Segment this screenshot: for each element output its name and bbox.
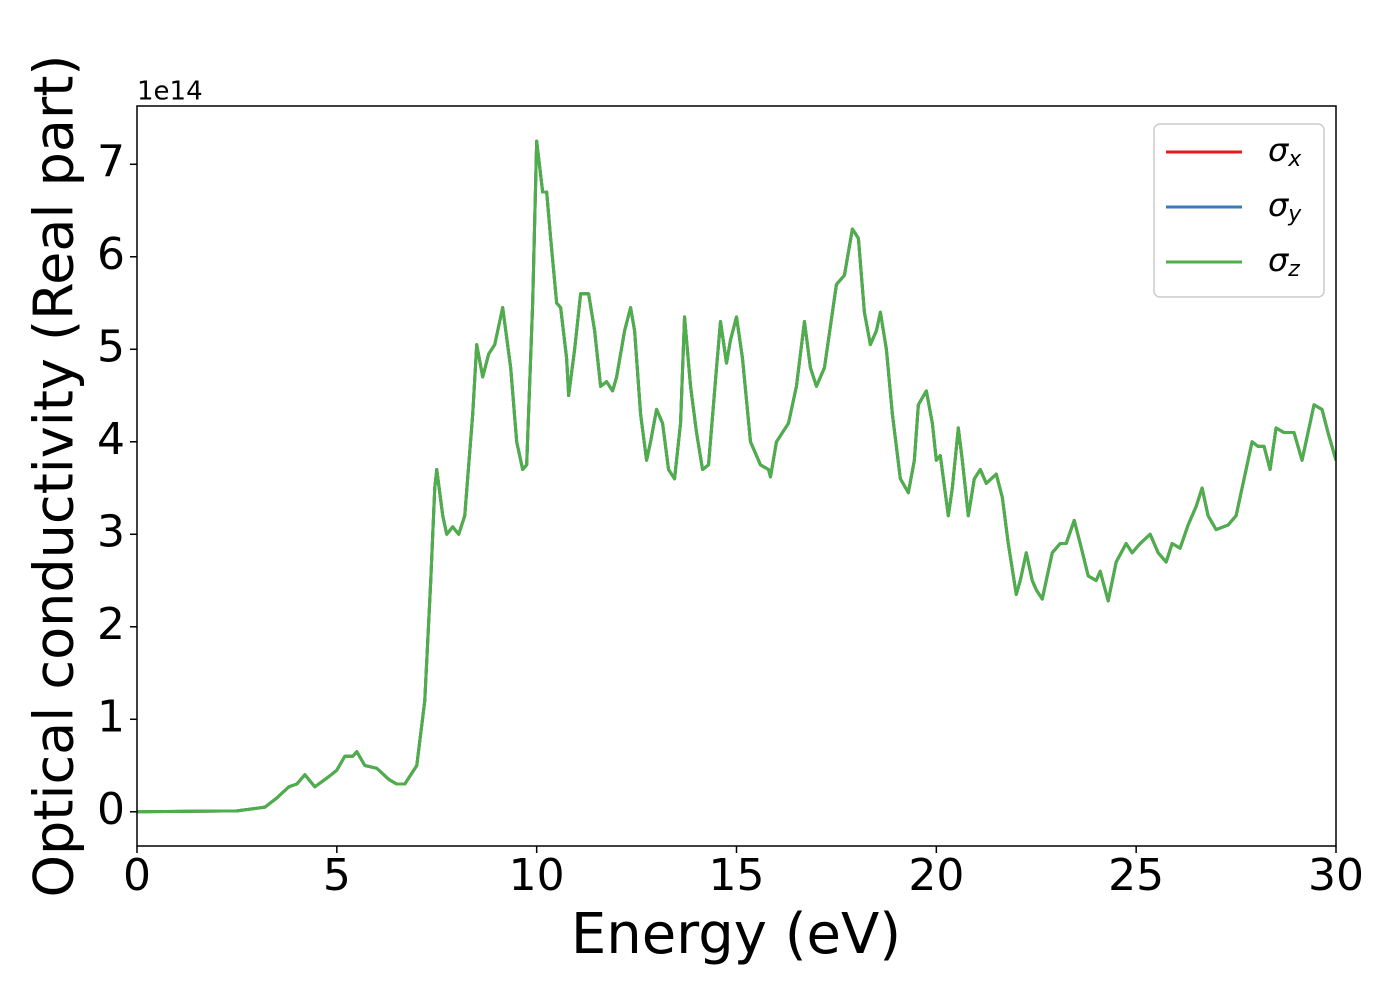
x-tick-label: 5 bbox=[323, 850, 351, 901]
legend-label: σx bbox=[1268, 131, 1302, 172]
y-tick-label: 2 bbox=[97, 599, 125, 650]
x-axis-label: Energy (eV) bbox=[571, 902, 901, 967]
x-tick-label: 10 bbox=[509, 850, 565, 901]
y-offset: 1e14 bbox=[137, 77, 203, 107]
y-tick-label: 1 bbox=[97, 691, 125, 742]
y-tick-label: 0 bbox=[97, 784, 125, 835]
x-tick-label: 0 bbox=[123, 850, 151, 901]
x-tick-label: 15 bbox=[709, 850, 765, 901]
y-tick-label: 6 bbox=[97, 229, 125, 280]
legend-box bbox=[1153, 123, 1325, 298]
x-tick-label: 25 bbox=[1108, 850, 1164, 901]
y-axis-label: Optical conductivity (Real part) bbox=[23, 55, 86, 898]
y-tick-label: 5 bbox=[97, 321, 125, 372]
x-tick-label: 30 bbox=[1308, 850, 1364, 901]
legend-label: σy bbox=[1268, 186, 1302, 227]
legend-label: σz bbox=[1268, 241, 1300, 282]
y-tick-label: 7 bbox=[97, 136, 125, 187]
plot-frame bbox=[136, 105, 1337, 847]
y-tick-label: 4 bbox=[97, 414, 125, 465]
series-line bbox=[137, 139, 1336, 814]
y-tick-label: 3 bbox=[97, 506, 125, 557]
x-tick-label: 20 bbox=[908, 850, 964, 901]
